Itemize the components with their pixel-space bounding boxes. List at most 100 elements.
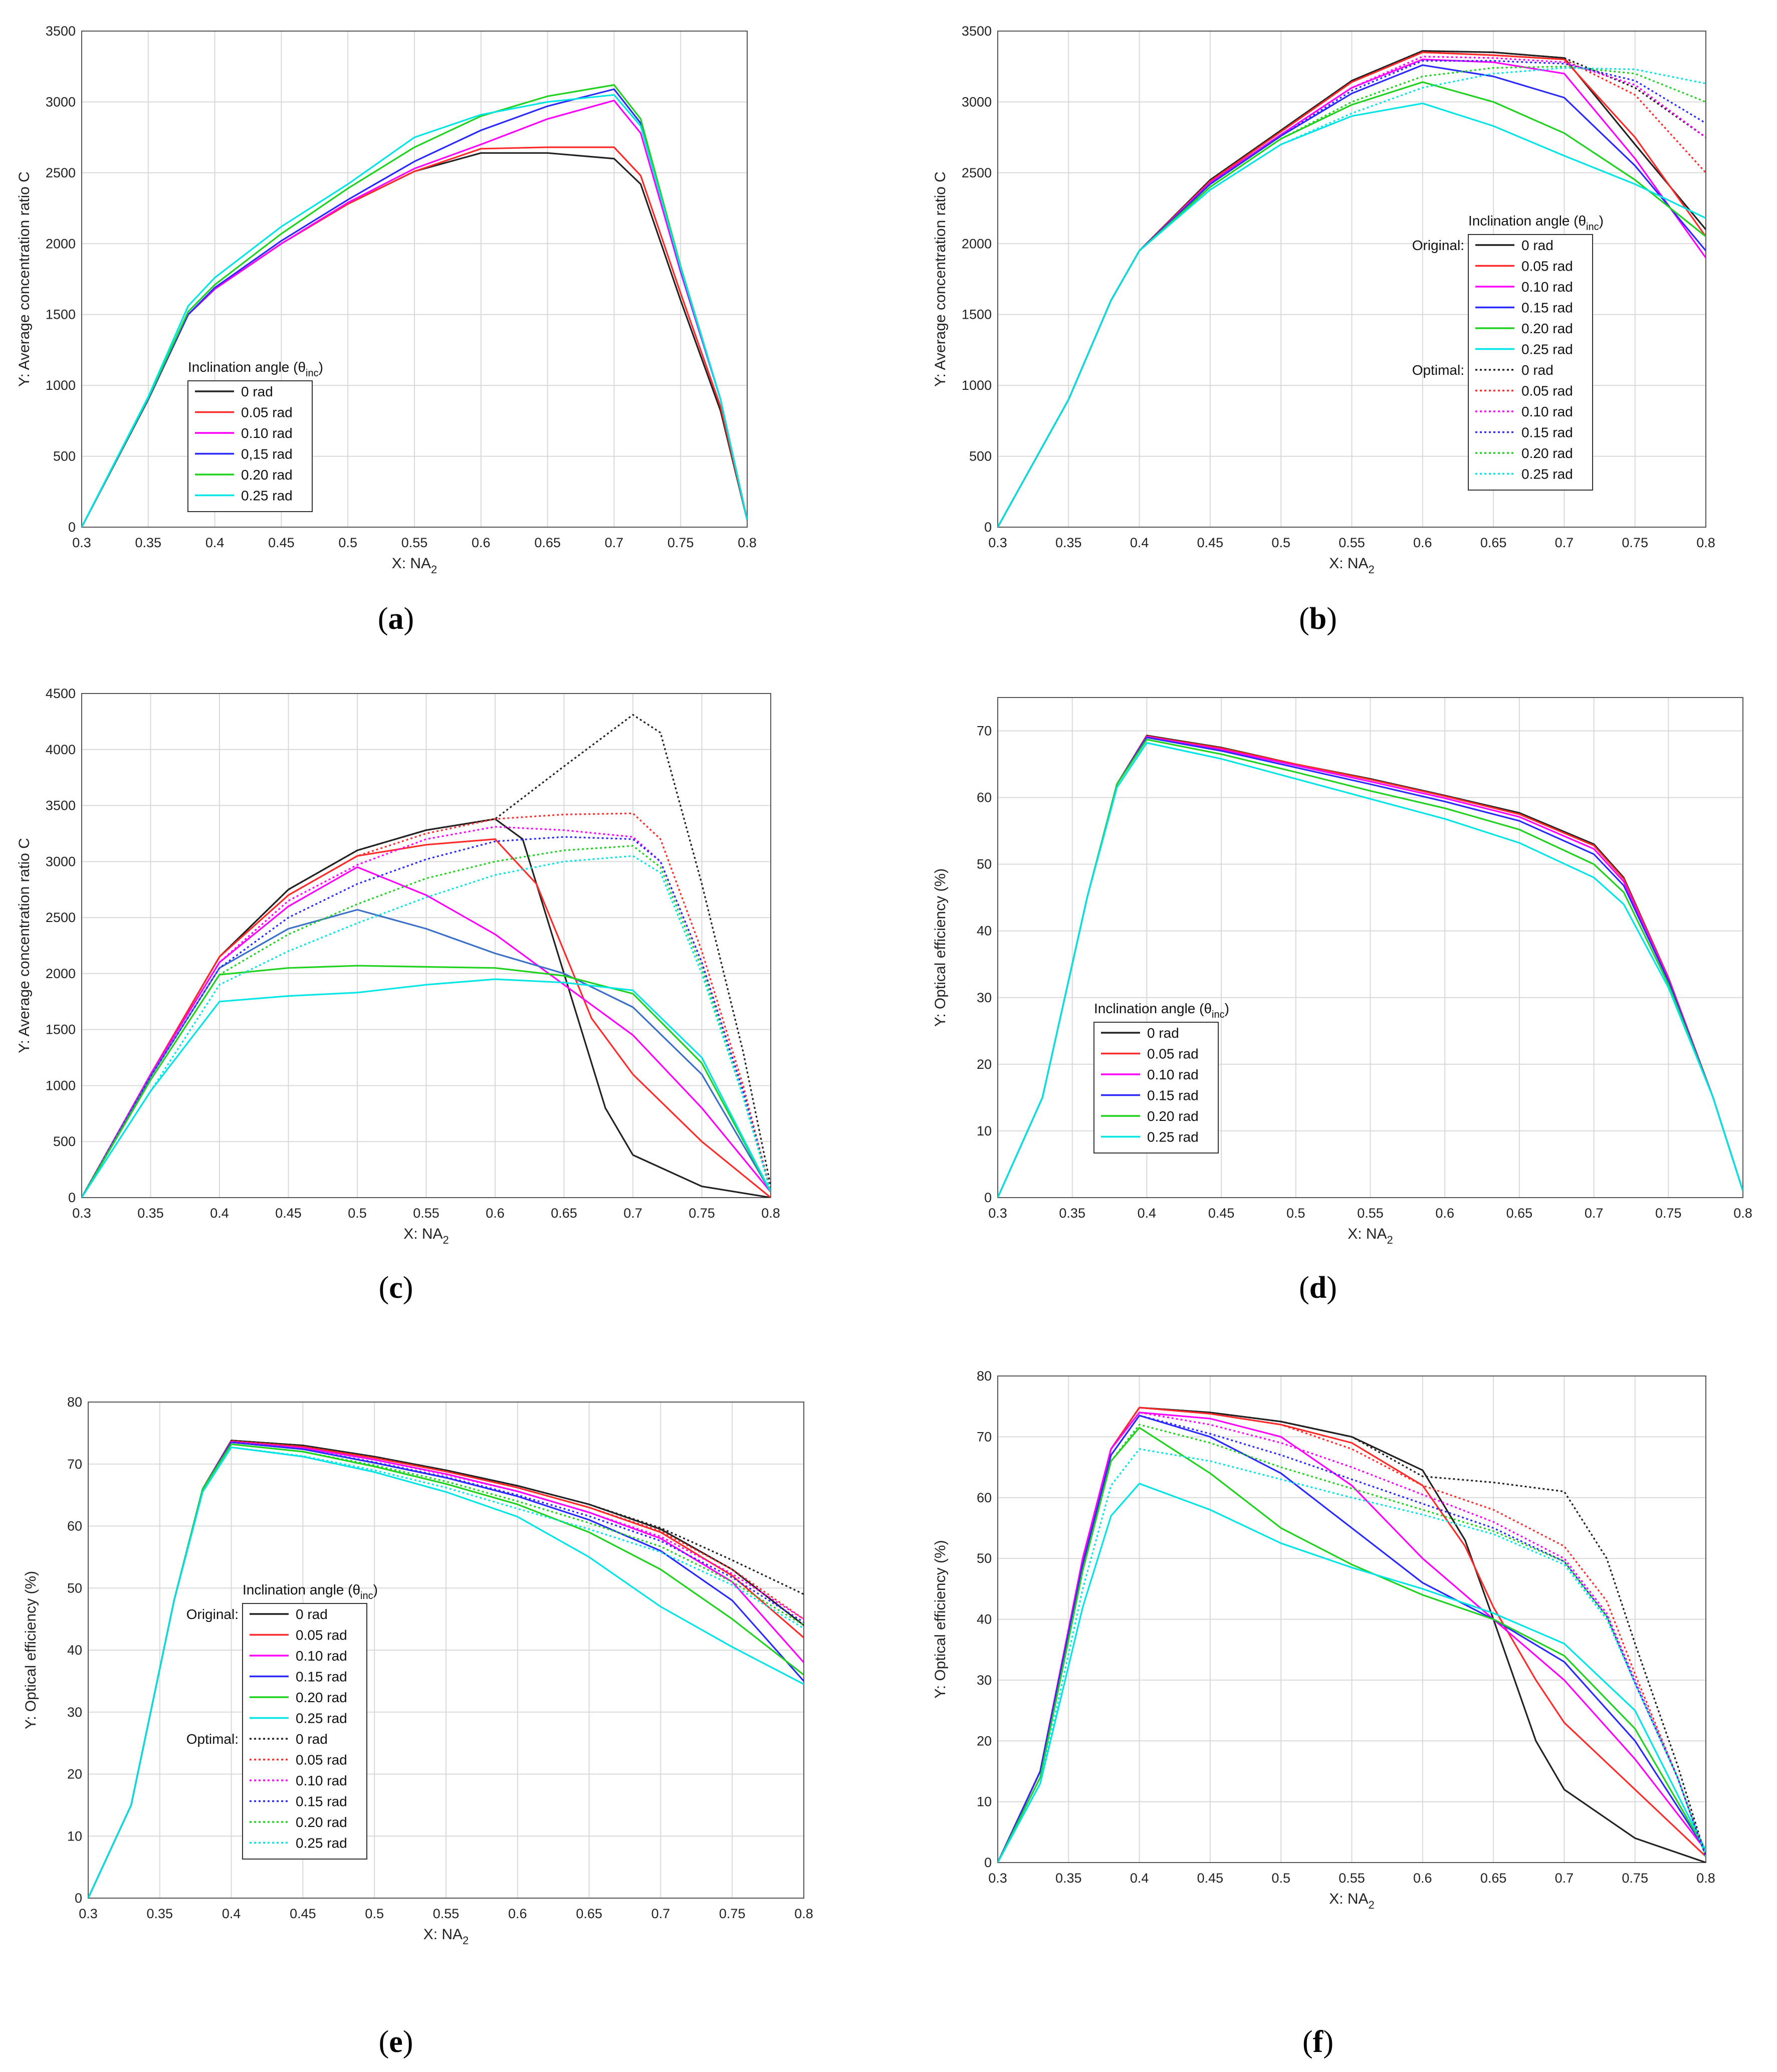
y-tick-label: 2000 (46, 966, 76, 981)
x-tick-label: 0.75 (1622, 1871, 1648, 1886)
series-line-optimal-0-15-rad (82, 836, 771, 1198)
series-line-optimal-0-25-rad (998, 1448, 1706, 1863)
legend-label: 0.15 rad (1521, 425, 1573, 440)
plot-frame (88, 1402, 804, 1899)
y-tick-label: 3500 (46, 798, 76, 813)
x-tick-label: 0.5 (1271, 1871, 1290, 1886)
legend-box (1093, 1022, 1219, 1154)
legend-label: 0.25 rad (296, 1835, 347, 1851)
y-tick-label: 3500 (46, 24, 76, 39)
panel-label: (a) (378, 602, 414, 636)
y-tick-label: 50 (977, 857, 992, 872)
y-tick-label: 2500 (46, 165, 76, 180)
x-tick-label: 0.6 (508, 1906, 527, 1921)
x-axis-label: X: NA2 (423, 1926, 469, 1947)
x-tick-label: 0.35 (137, 1206, 164, 1221)
x-axis-label: X: NA2 (1329, 1891, 1375, 1911)
y-tick-label: 0 (984, 1855, 992, 1870)
panel-label: (b) (1299, 602, 1337, 636)
legend-box (187, 380, 313, 512)
legend-label: 0.10 rad (296, 1773, 347, 1788)
y-tick-label: 0 (68, 1190, 76, 1205)
x-tick-label: 0.75 (1622, 535, 1648, 550)
y-tick-label: 40 (67, 1643, 82, 1658)
x-tick-label: 0.3 (72, 535, 91, 550)
series-line-optimal-0-25-rad (82, 855, 771, 1198)
x-tick-label: 0.6 (1413, 535, 1432, 550)
y-tick-label: 0 (75, 1891, 82, 1906)
legend-label: 0.25 rad (241, 488, 293, 504)
x-tick-label: 0.75 (719, 1906, 746, 1921)
y-tick-label: 80 (67, 1395, 82, 1410)
panel-label: (e) (379, 2025, 413, 2059)
x-tick-label: 0.35 (135, 535, 162, 550)
chart-panel-f: 0.3 0.35 0.4 0.45 0.5 0.55 0.6 0.65 0.7 0.75 0.8 0 1… (932, 1368, 1715, 2059)
legend-label: 0.05 rad (241, 405, 293, 420)
x-tick-label: 0.8 (1696, 1871, 1715, 1886)
legend-label: 0.10 rad (1521, 279, 1573, 295)
y-tick-label: 1500 (962, 307, 992, 322)
legend-label: 0.20 rad (1147, 1108, 1199, 1124)
legend-label: 0.25 rad (1521, 467, 1573, 482)
legend-label: 0 rad (1521, 238, 1553, 253)
x-tick-label: 0.3 (988, 535, 1007, 550)
y-tick-label: 30 (67, 1705, 82, 1720)
x-tick-label: 0.55 (433, 1906, 460, 1921)
y-tick-label: 4500 (46, 686, 76, 701)
legend-label: 0 rad (241, 384, 273, 399)
x-tick-label: 0.8 (1696, 535, 1715, 550)
y-tick-label: 2500 (962, 165, 992, 180)
y-axis-label: Y: Average concentration ratio C (16, 171, 33, 387)
legend-label: 0.20 rad (296, 1690, 347, 1705)
y-tick-label: 60 (977, 790, 992, 805)
y-tick-label: 2000 (46, 236, 76, 251)
legend-label: 0 rad (296, 1606, 328, 1622)
x-tick-label: 0.75 (689, 1206, 715, 1221)
x-axis-label: X: NA2 (392, 555, 437, 576)
chart-panel-e: 0.3 0.35 0.4 0.45 0.5 0.55 0.6 0.65 0.7 0.75 0.8 0 1… (23, 1395, 813, 2059)
legend-label: 0.10 rad (1147, 1067, 1199, 1082)
x-tick-label: 0.35 (1055, 1871, 1082, 1886)
y-tick-label: 70 (977, 724, 992, 739)
plot-frame (997, 31, 1706, 528)
series-line-original-0-25-rad (82, 94, 747, 527)
legend-label: 0.10 rad (296, 1648, 347, 1664)
y-tick-label: 50 (67, 1580, 82, 1595)
x-tick-label: 0.45 (275, 1206, 302, 1221)
x-axis-label: X: NA2 (1329, 555, 1375, 576)
x-tick-label: 0.4 (205, 535, 225, 550)
legend-label: 0.25 rad (1147, 1129, 1199, 1145)
x-tick-label: 0.8 (794, 1906, 813, 1921)
legend-label: 0 rad (1147, 1025, 1179, 1041)
x-tick-label: 0.7 (1555, 1871, 1574, 1886)
legend-label: 0.20 rad (1521, 321, 1573, 336)
x-tick-label: 0.55 (1339, 535, 1365, 550)
x-tick-label: 0.6 (472, 535, 491, 550)
x-tick-label: 0.4 (1130, 535, 1149, 550)
y-tick-label: 1000 (962, 378, 992, 393)
y-tick-label: 3500 (962, 24, 992, 39)
y-tick-label: 60 (67, 1519, 82, 1534)
x-tick-label: 0.8 (1733, 1206, 1752, 1221)
x-tick-label: 0.45 (290, 1906, 316, 1921)
series-line-optimal-0-rad (998, 1407, 1706, 1863)
y-tick-label: 10 (977, 1123, 992, 1138)
y-tick-label: 40 (977, 1612, 992, 1627)
x-tick-label: 0.35 (1055, 535, 1082, 550)
x-tick-label: 0.7 (623, 1206, 642, 1221)
y-axis-label: Y: Optical efficiency (%) (932, 868, 949, 1027)
legend-group-optimal: Optimal: (1412, 362, 1464, 378)
y-tick-label: 10 (977, 1794, 992, 1809)
series-line-optimal-0-20-rad (82, 845, 771, 1198)
x-tick-label: 0.5 (365, 1906, 384, 1921)
legend-label: 0.15 rad (296, 1669, 347, 1685)
y-tick-label: 50 (977, 1551, 992, 1566)
x-tick-label: 0.4 (1138, 1206, 1157, 1221)
x-tick-label: 0.6 (1413, 1871, 1432, 1886)
series-line-optimal-0-15-rad (998, 1415, 1706, 1863)
plot-frame (81, 31, 748, 528)
y-tick-label: 20 (977, 1733, 992, 1748)
